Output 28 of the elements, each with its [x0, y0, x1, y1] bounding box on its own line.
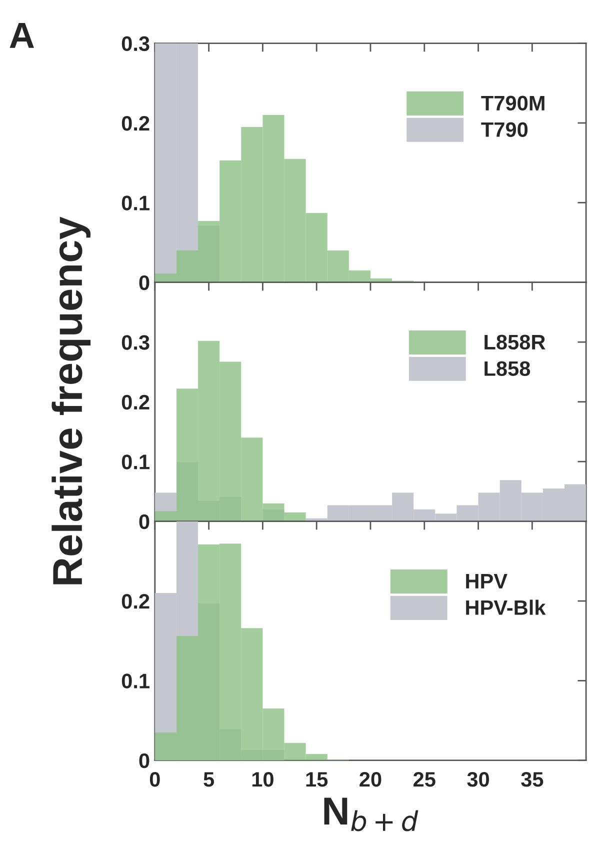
x-tick-label: 0 [150, 772, 160, 787]
y-tick-label: 0 [139, 753, 150, 768]
x-tick-label: 30 [467, 772, 489, 787]
legend-label: L858R [484, 334, 546, 350]
y-tick-label: 0.1 [122, 454, 150, 470]
y-tick-label: 0.2 [122, 116, 150, 131]
y-tick-label: 0.1 [122, 674, 150, 688]
x-axis-title: N$_{b+d}$ [324, 798, 418, 832]
y-tick-label: 0.3 [122, 36, 150, 52]
x-tick-label: 10 [252, 772, 274, 787]
legend-label: HPV-Blk [466, 600, 546, 615]
y-tick-label: 0.1 [122, 196, 150, 210]
y-tick-label: 0.2 [122, 394, 150, 410]
y-tick-label: 0 [139, 275, 150, 290]
legend-label: T790M [481, 96, 544, 111]
legend-label: T790 [481, 122, 528, 137]
x-tick-label: 20 [360, 772, 382, 787]
legend-label: HPV [466, 574, 508, 588]
y-tick-label: 0.3 [122, 335, 150, 350]
y-tick-label: 0 [139, 514, 150, 530]
y-tick-label: 0.2 [122, 594, 150, 609]
legend-label: L858 [484, 361, 530, 376]
y-axis-title: Relative frequency [52, 216, 91, 584]
x-tick-label: 25 [414, 772, 436, 787]
text: A [10, 22, 34, 48]
x-tick-label: 15 [306, 772, 328, 787]
x-tick-label: 5 [204, 772, 214, 787]
x-tick-label: 35 [521, 772, 544, 787]
